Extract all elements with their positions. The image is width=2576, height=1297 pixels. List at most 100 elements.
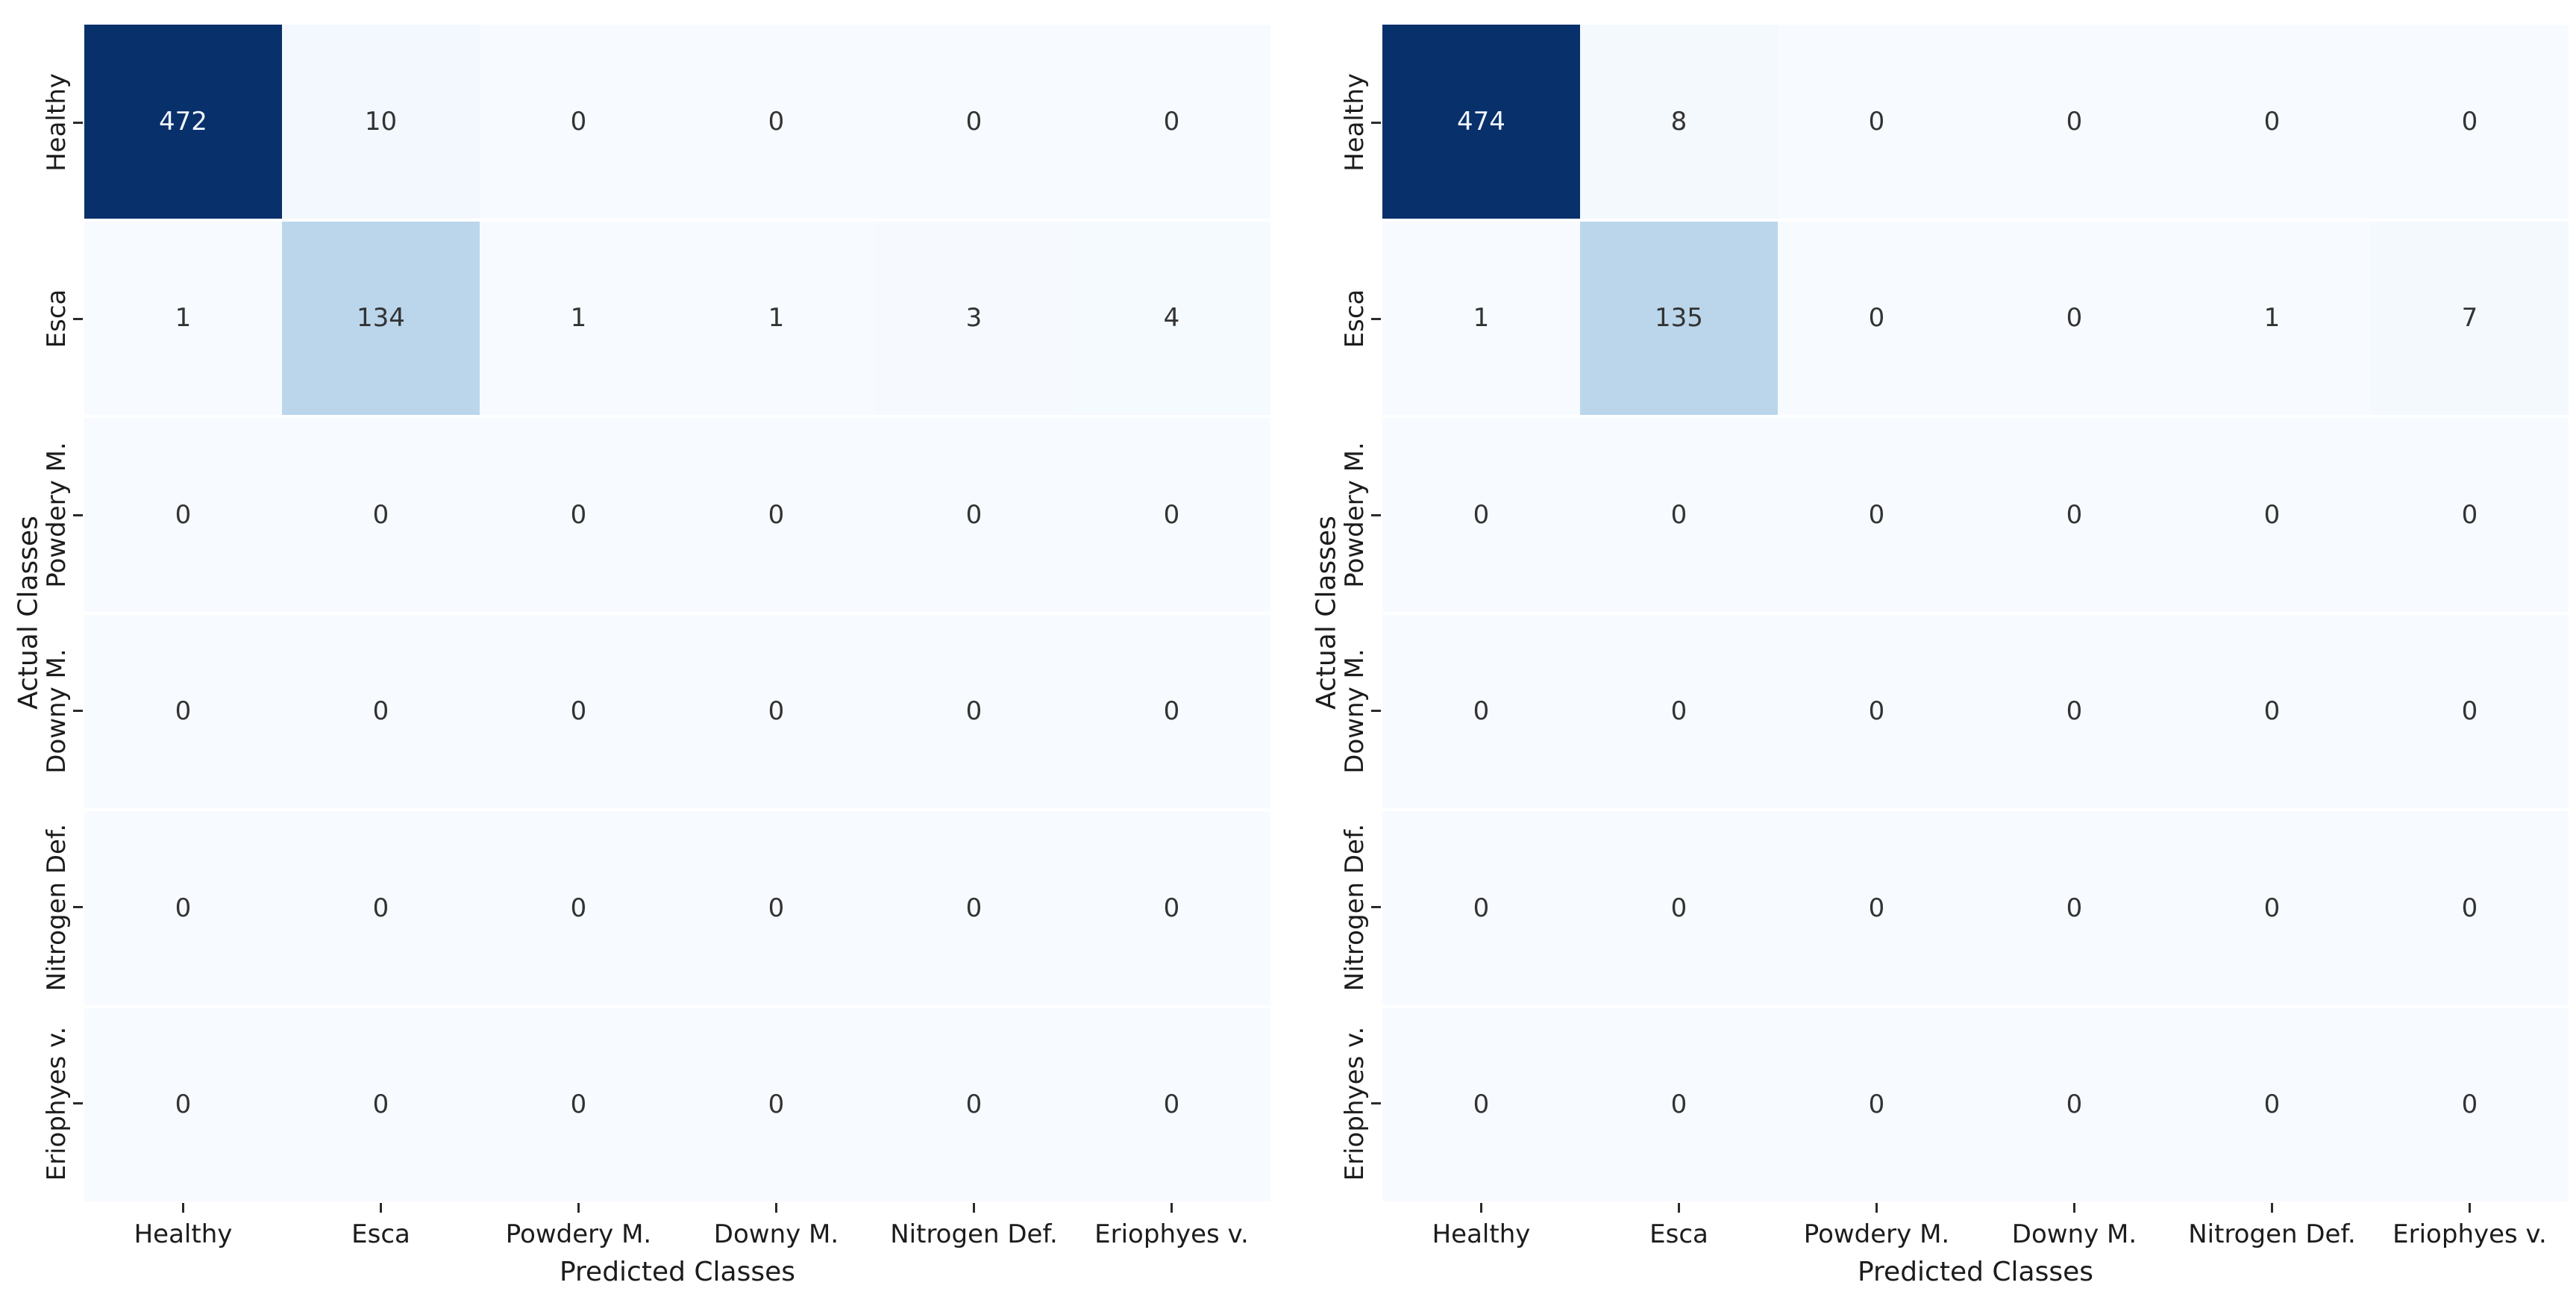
heatmap-cell: 1 <box>2173 221 2371 415</box>
cell-value: 7 <box>2461 303 2478 334</box>
heatmap-cell: 0 <box>1382 614 1580 808</box>
y-tick-mark <box>73 121 83 124</box>
cell-value: 0 <box>2263 499 2281 530</box>
x-tick-mark <box>1171 1203 1173 1213</box>
cell-value: 0 <box>175 1090 192 1120</box>
cell-value: 0 <box>1868 1090 1885 1120</box>
x-tick-mark <box>2271 1203 2273 1213</box>
cell-value: 0 <box>175 696 192 727</box>
y-tick-label: Eriophyes v. <box>1340 1026 1370 1181</box>
heatmap-cell: 1 <box>84 221 282 415</box>
heatmap-cell: 1 <box>677 221 875 415</box>
x-tick-mark <box>182 1203 184 1213</box>
heatmap-cell: 0 <box>1778 221 1975 415</box>
heatmap-cell: 0 <box>480 418 677 612</box>
cell-value: 0 <box>372 499 389 530</box>
y-tick-mark <box>73 1102 83 1105</box>
heatmap-cell: 0 <box>1778 418 1975 612</box>
heatmap-cell: 0 <box>677 1007 875 1201</box>
x-tick-label: Esca <box>1649 1219 1708 1249</box>
heatmap-cell: 474 <box>1382 25 1580 219</box>
cell-value: 0 <box>1163 106 1180 137</box>
cell-value: 0 <box>965 106 983 137</box>
cell-value: 0 <box>2263 106 2281 137</box>
cell-value: 0 <box>2461 893 2478 923</box>
y-tick-mark <box>73 710 83 713</box>
heatmap-cell: 0 <box>1975 811 2173 1005</box>
cell-value: 0 <box>1473 1090 1490 1120</box>
heatmap-cell: 0 <box>1975 418 2173 612</box>
heatmap-cell: 0 <box>84 1007 282 1201</box>
cell-value: 0 <box>965 499 983 530</box>
cell-value: 0 <box>570 499 587 530</box>
y-tick-mark <box>1371 317 1381 320</box>
heatmap-cell: 7 <box>2371 221 2569 415</box>
heatmap-cell: 0 <box>677 25 875 219</box>
heatmap-cell: 0 <box>1073 25 1270 219</box>
cell-value: 4 <box>1163 303 1180 334</box>
y-axis-title: Actual Classes <box>13 516 44 710</box>
y-tick-label: Healthy <box>42 73 72 172</box>
cell-value: 10 <box>364 106 398 137</box>
cell-value: 0 <box>2066 696 2083 727</box>
heatmap-cell: 0 <box>2173 811 2371 1005</box>
x-tick-mark <box>973 1203 975 1213</box>
y-tick-mark <box>1371 906 1381 909</box>
heatmap-cell: 1 <box>480 221 677 415</box>
heatmap-cell: 0 <box>1073 614 1270 808</box>
cell-value: 0 <box>2461 499 2478 530</box>
heatmap-cell: 0 <box>1580 614 1778 808</box>
heatmap-cell: 0 <box>2173 25 2371 219</box>
heatmap-cell: 0 <box>1073 418 1270 612</box>
cell-value: 1 <box>175 303 192 334</box>
heatmap-cell: 0 <box>677 614 875 808</box>
x-tick-label: Powdery M. <box>505 1219 652 1249</box>
x-tick-label: Nitrogen Def. <box>2188 1219 2356 1249</box>
cell-value: 0 <box>965 893 983 923</box>
y-tick-label: Eriophyes v. <box>42 1026 72 1181</box>
cell-value: 0 <box>1163 1090 1180 1120</box>
heatmap-cell: 10 <box>282 25 480 219</box>
cell-value: 134 <box>357 303 405 334</box>
heatmap-cell: 0 <box>2371 418 2569 612</box>
cell-value: 0 <box>1163 893 1180 923</box>
cell-value: 0 <box>965 1090 983 1120</box>
cell-value: 0 <box>1473 696 1490 727</box>
heatmap-cell: 0 <box>1073 811 1270 1005</box>
x-tick-label: Downy M. <box>713 1219 839 1249</box>
heatmap-cell: 0 <box>2173 418 2371 612</box>
cell-value: 0 <box>768 106 785 137</box>
cell-value: 0 <box>2066 1090 2083 1120</box>
heatmap-cell: 0 <box>1382 418 1580 612</box>
x-tick-label: Downy M. <box>2011 1219 2137 1249</box>
heatmap-cell: 0 <box>875 418 1073 612</box>
x-tick-label: Nitrogen Def. <box>890 1219 1058 1249</box>
x-axis-title: Predicted Classes <box>559 1257 796 1287</box>
heatmap-cell: 0 <box>84 418 282 612</box>
cell-value: 0 <box>2066 499 2083 530</box>
x-tick-label: Healthy <box>1432 1219 1531 1249</box>
y-tick-mark <box>73 906 83 909</box>
x-tick-mark <box>2469 1203 2471 1213</box>
y-tick-label: Nitrogen Def. <box>42 823 72 992</box>
y-axis-title: Actual Classes <box>1311 516 1342 710</box>
y-tick-label: Esca <box>42 289 72 349</box>
heatmap-cell: 0 <box>2173 614 2371 808</box>
cell-value: 0 <box>1163 499 1180 530</box>
heatmap-cell: 0 <box>1580 418 1778 612</box>
cell-value: 474 <box>1457 106 1505 137</box>
cell-value: 0 <box>1868 499 1885 530</box>
cell-value: 0 <box>1868 696 1885 727</box>
cell-value: 0 <box>1473 893 1490 923</box>
heatmap-cell: 0 <box>2173 1007 2371 1201</box>
heatmap-cell: 0 <box>1778 614 1975 808</box>
heatmap-cell: 0 <box>282 418 480 612</box>
cell-value: 0 <box>1163 696 1180 727</box>
cell-value: 0 <box>175 893 192 923</box>
cell-value: 0 <box>570 696 587 727</box>
cell-value: 0 <box>768 1090 785 1120</box>
cell-value: 0 <box>1473 499 1490 530</box>
heatmap-cell: 0 <box>282 811 480 1005</box>
x-tick-label: Powdery M. <box>1803 1219 1950 1249</box>
heatmap-cell: 0 <box>84 811 282 1005</box>
